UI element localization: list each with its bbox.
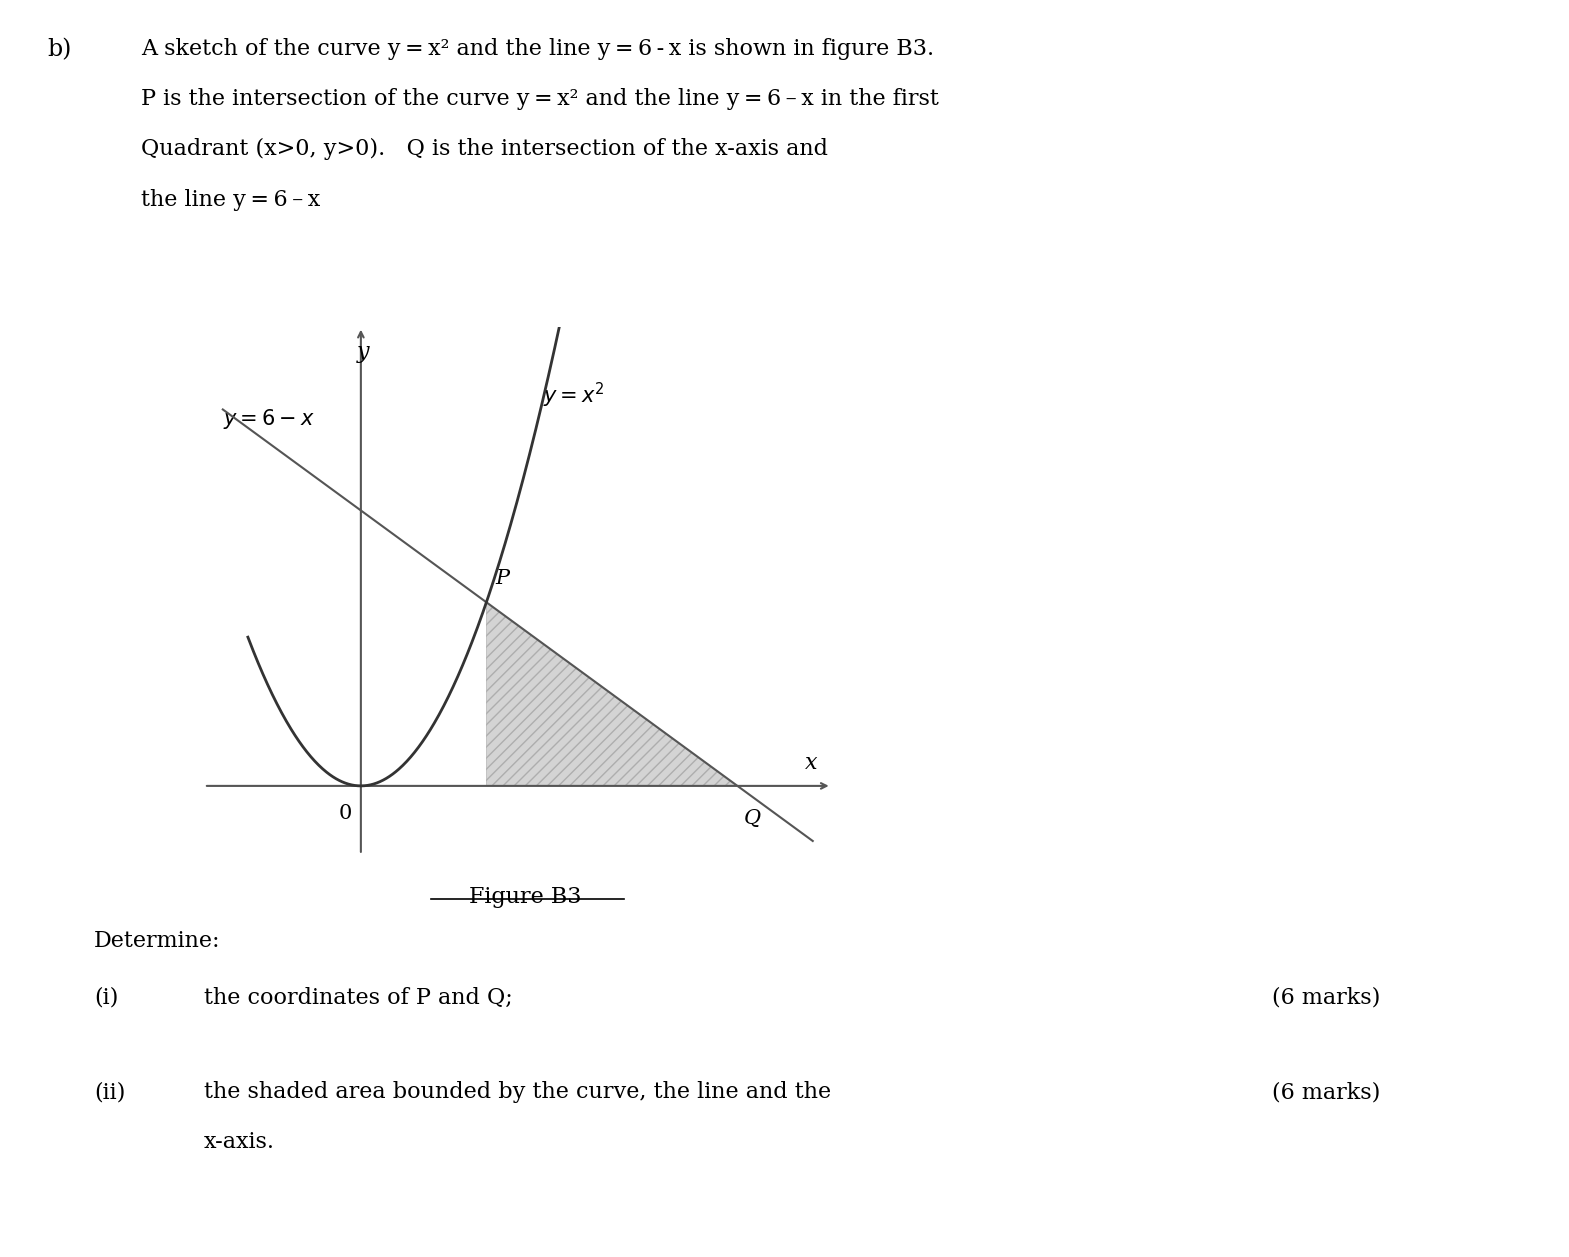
Text: (i): (i) (94, 987, 119, 1009)
Text: (6 marks): (6 marks) (1272, 987, 1381, 1009)
Text: the line y = 6 – x: the line y = 6 – x (141, 189, 320, 211)
Text: Q: Q (744, 808, 761, 828)
Text: x-axis.: x-axis. (204, 1131, 275, 1154)
Text: $y = 6 - x$: $y = 6 - x$ (223, 406, 315, 431)
Text: the shaded area bounded by the curve, the line and the: the shaded area bounded by the curve, th… (204, 1081, 832, 1104)
Text: Determine:: Determine: (94, 930, 221, 953)
Text: A sketch of the curve y = x² and the line y = 6 - x is shown in figure B3.: A sketch of the curve y = x² and the lin… (141, 38, 934, 60)
Text: b): b) (47, 38, 72, 60)
Text: (6 marks): (6 marks) (1272, 1081, 1381, 1104)
Text: (ii): (ii) (94, 1081, 126, 1104)
Text: Quadrant (x>0, y>0).   Q is the intersection of the x-axis and: Quadrant (x>0, y>0). Q is the intersecti… (141, 138, 828, 161)
Text: P is the intersection of the curve y = x² and the line y = 6 – x in the first: P is the intersection of the curve y = x… (141, 88, 940, 111)
Text: x: x (805, 753, 817, 774)
Text: Figure B3: Figure B3 (469, 886, 582, 909)
Text: the coordinates of P and Q;: the coordinates of P and Q; (204, 987, 513, 1009)
Text: P: P (496, 569, 510, 588)
Text: 0: 0 (339, 804, 351, 823)
Text: y: y (356, 341, 369, 362)
Text: $y = x^2$: $y = x^2$ (543, 381, 604, 410)
